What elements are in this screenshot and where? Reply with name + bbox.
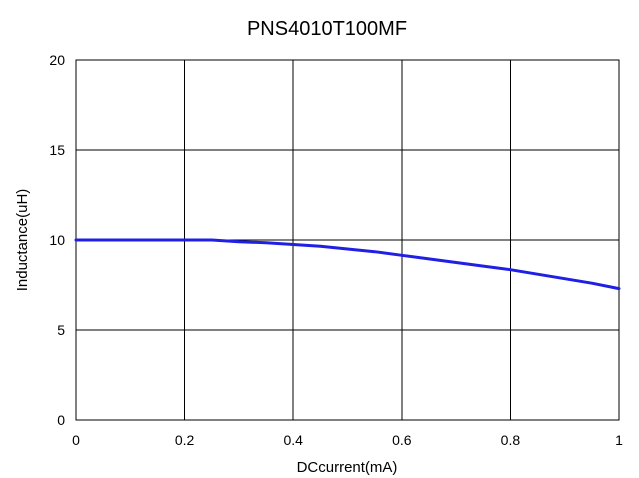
x-axis-label: DCcurrent(mA) bbox=[297, 459, 398, 476]
chart-title: PNS4010T100MF bbox=[247, 18, 407, 40]
x-tick-label: 1 bbox=[615, 432, 623, 448]
x-tick-label: 0.4 bbox=[283, 432, 303, 448]
y-tick-label: 15 bbox=[49, 142, 65, 158]
y-tick-label: 0 bbox=[57, 412, 65, 428]
y-axis-label: Inductance(uH) bbox=[14, 189, 31, 292]
x-tick-label: 0.8 bbox=[501, 432, 521, 448]
y-tick-label: 10 bbox=[49, 232, 65, 248]
x-tick-label: 0.6 bbox=[392, 432, 412, 448]
y-tick-label: 5 bbox=[57, 322, 65, 338]
x-tick-labels: 0 0.2 0.4 0.6 0.8 1 bbox=[72, 432, 623, 448]
y-tick-label: 20 bbox=[49, 52, 65, 68]
x-tick-label: 0.2 bbox=[175, 432, 195, 448]
inductance-series-line bbox=[74, 238, 621, 291]
x-tick-label: 0 bbox=[72, 432, 80, 448]
y-tick-labels: 0 5 10 15 20 bbox=[49, 52, 65, 428]
series-group bbox=[74, 238, 621, 291]
